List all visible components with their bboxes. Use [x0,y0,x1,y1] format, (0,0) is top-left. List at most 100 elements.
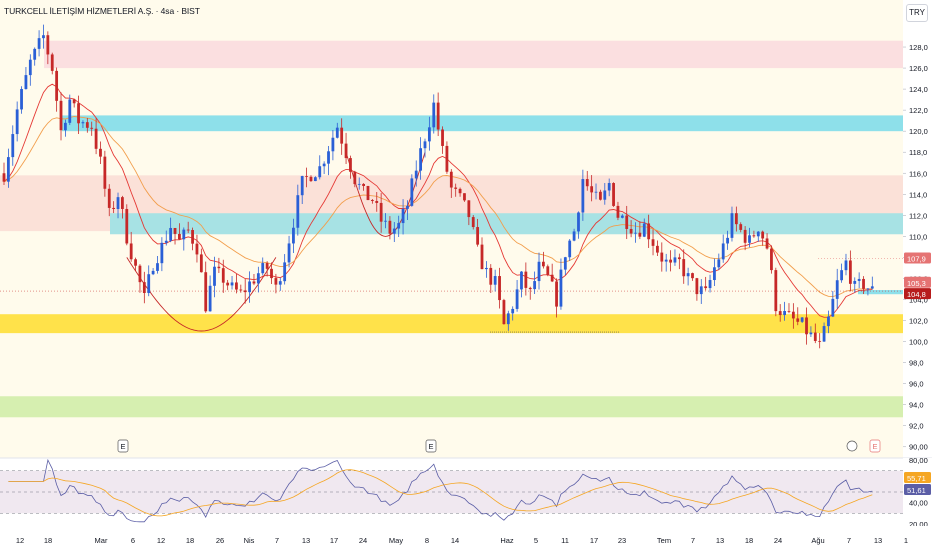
candle-body [370,200,374,202]
candle-body [265,263,269,269]
price-tick-label: 104,0 [909,295,928,304]
time-tick-label: 23 [618,536,626,545]
time-tick-label: Ağu [811,536,824,545]
candle-body [642,223,646,237]
candle-body [449,171,453,188]
candle-body [748,235,751,243]
candle-body [734,213,738,225]
time-tick-label: Mar [95,536,108,545]
time-tick-label: 17 [590,536,598,545]
candle-body [406,205,409,209]
candle-body [594,191,598,193]
candle-body [787,310,791,312]
candle-body [397,223,401,229]
candle-body [313,177,317,182]
candle-body [471,217,475,228]
candle-body [822,326,826,342]
time-axis-layer: 12 18 Mar 6 12 18 26 Nis 7 13 17 24 May 8 14 Haz 5 11 17 23… [0,526,932,550]
ema-slow-line [3,116,873,297]
candle-body [726,237,729,244]
candle-body [199,254,203,273]
candle-body [524,271,528,288]
time-tick-label: 18 [44,536,52,545]
candle-body [99,148,102,157]
candle-body [770,248,773,271]
candle-body [704,286,708,289]
candle-body [520,271,523,290]
candle-body [129,243,133,260]
candle-body [620,215,624,218]
oscillator-tick-label: 80,00 [909,456,928,465]
candle-body [50,54,54,71]
candle-body [252,281,256,284]
candle-body [783,310,786,316]
candle-body [121,197,124,209]
candle-body [226,282,230,286]
currency-button[interactable]: TRY [906,4,928,22]
price-tick-label: 120,0 [909,127,928,136]
candle-body [743,229,747,243]
price-tick-label: 116,0 [909,169,927,178]
candle-body [682,259,686,277]
zone-band [62,115,903,132]
candle-body [42,35,45,39]
time-tick-label: 7 [275,536,279,545]
price-tick-label: 92,0 [909,422,924,431]
candle-body [427,127,431,142]
candle-body [138,265,142,283]
candle-body [213,266,216,286]
zone-band [44,40,903,69]
time-tick-label: Nis [244,536,255,545]
price-tick-label: 90,00 [909,443,928,452]
candle-body [454,187,458,189]
candle-body [191,230,194,244]
earnings-marker-label: E [428,442,433,451]
candle-body [651,239,655,246]
candle-body [870,286,874,289]
candle-body [147,274,151,294]
candle-body [638,232,642,237]
candle-body [853,280,857,284]
time-tick-label: 7 [691,536,695,545]
candle-body [612,183,615,206]
candle-body [563,257,567,270]
candle-body [419,148,423,171]
candle-body [160,242,164,264]
candle-body [401,208,405,224]
candle-body [305,176,308,177]
candle-body [599,191,602,200]
candle-body [59,100,63,131]
price-label-text: 104,8 [907,290,926,299]
candle-body [577,212,580,232]
price-tick-label: 124,0 [909,85,928,94]
candle-body [388,220,392,234]
time-tick-label: May [389,536,403,545]
earnings-marker [117,439,129,453]
price-tick-label: 122,0 [909,106,928,115]
zone-band [0,314,903,334]
candle-body [436,102,440,130]
time-tick-label: 12 [16,536,24,545]
candle-body [261,263,265,274]
ema-fast-line [3,83,873,318]
candle-body [15,109,19,135]
candle-body [37,38,41,49]
candle-body [112,207,116,210]
oscillator-value-text: 55,71 [907,474,926,483]
candle-body [695,278,699,295]
candle-body [629,228,633,234]
candle-body [195,243,199,255]
candle-body [230,282,234,286]
candle-body [208,285,212,312]
candle-body [752,235,756,237]
candle-body [568,240,572,258]
time-tick-label: 12 [157,536,165,545]
time-tick-label: 14 [451,536,459,545]
candle-body [506,313,510,325]
oscillator-layer: 80,00 40,00 20,00 55,71 51,61 [0,456,932,529]
candle-body [169,227,173,241]
candle-body [46,35,50,55]
moving-averages-layer [0,83,903,333]
